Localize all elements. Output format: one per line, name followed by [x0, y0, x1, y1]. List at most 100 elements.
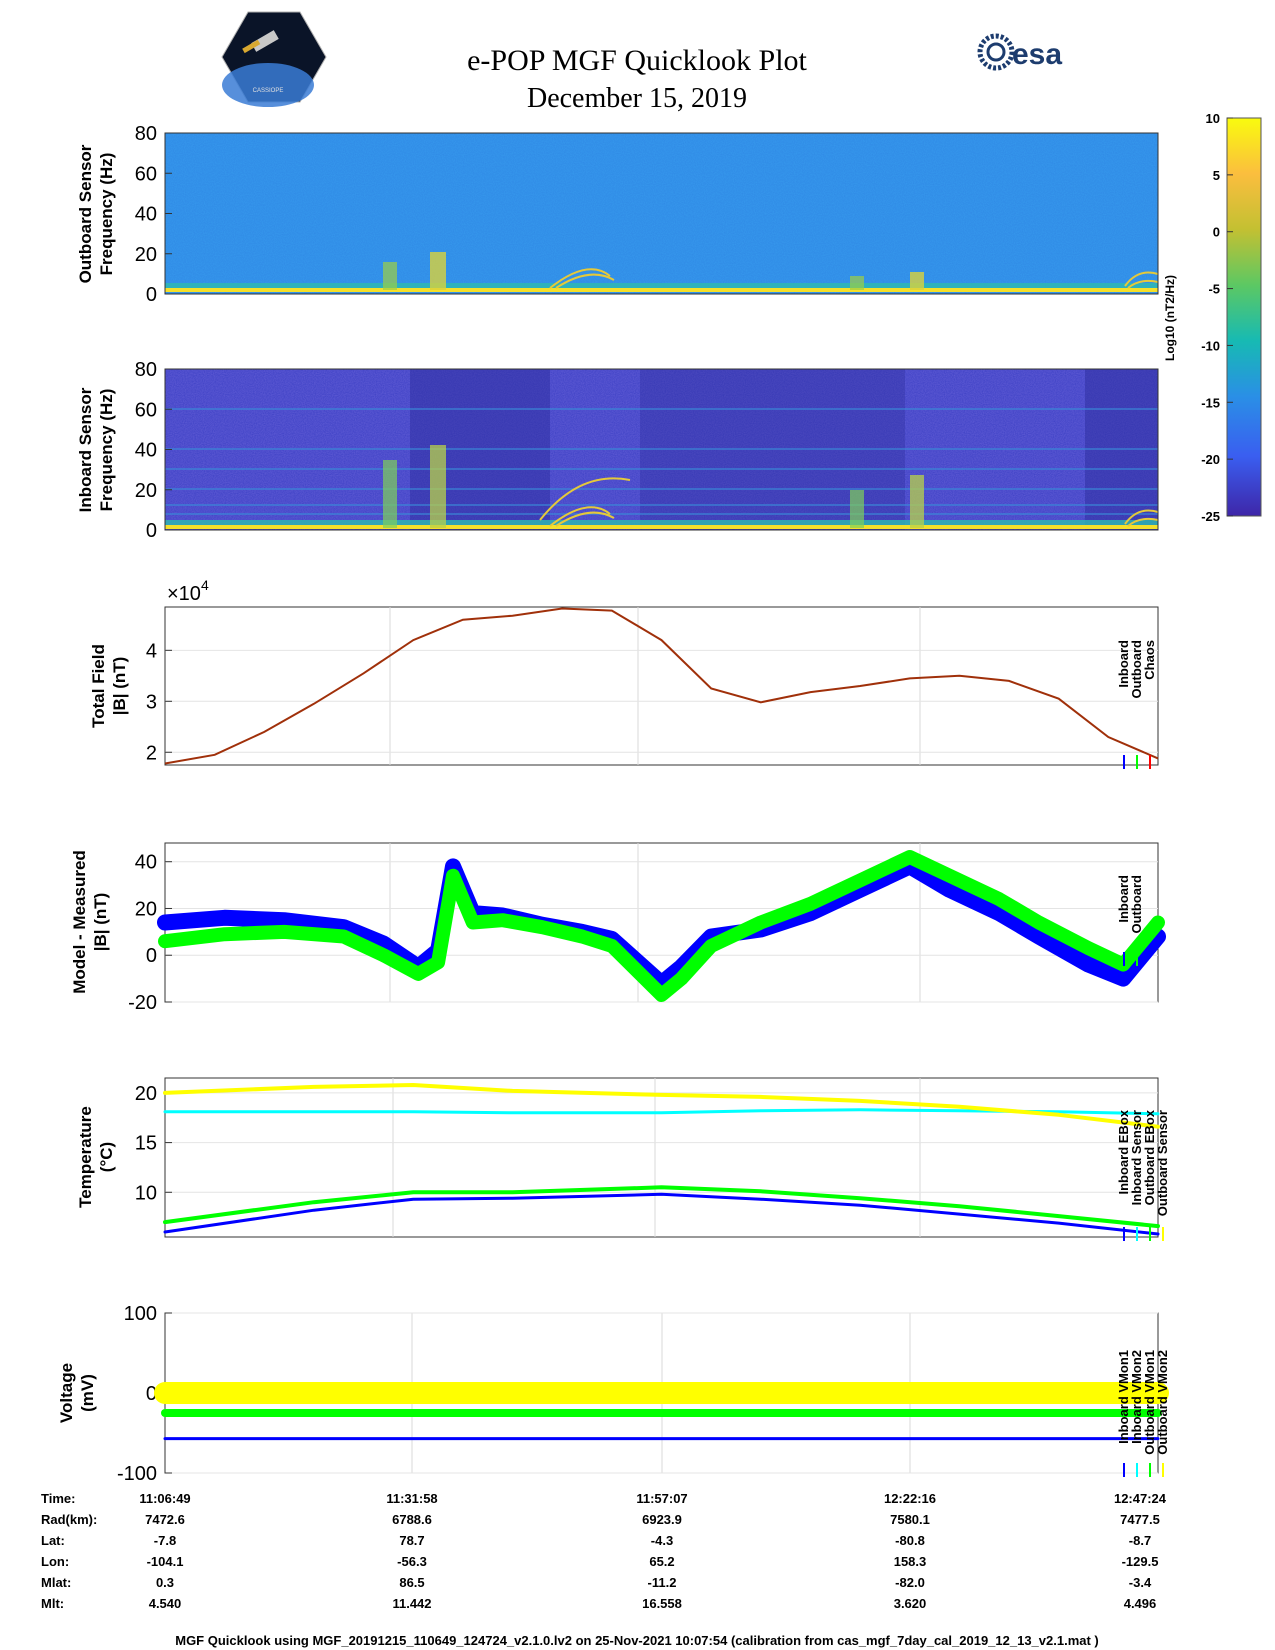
legend-label: Outboard	[1129, 875, 1144, 934]
y-axis-label-line1: Inboard Sensor	[76, 387, 95, 512]
y-axis-label-line1: Total Field	[89, 644, 108, 728]
temperature-ylabel: Temperature (°C)	[76, 1106, 116, 1208]
voltage-y-ticks: 100 0 -100	[117, 1303, 172, 1485]
outboard-arc	[1124, 271, 1159, 289]
legend-label: Chaos	[1142, 640, 1157, 680]
ephemeris-value: 11:06:49	[139, 1491, 190, 1506]
total-field-ylabel: Total Field |B| (nT)	[89, 644, 129, 728]
ephemeris-value: 158.3	[894, 1554, 927, 1569]
ephemeris-value: -82.0	[895, 1575, 925, 1590]
page-date: December 15, 2019	[527, 83, 747, 114]
ephemeris-value: 65.2	[649, 1554, 674, 1569]
y-axis-label-line1: Outboard Sensor	[76, 144, 95, 283]
y-tick-label: 20	[135, 1083, 157, 1105]
inboard-harmonic-lines	[165, 408, 1158, 515]
y-tick-label: 100	[124, 1303, 157, 1325]
y-axis-label-line2: Frequency (Hz)	[97, 153, 116, 276]
ephemeris-value: 86.5	[399, 1575, 424, 1590]
ephemeris-row-label: Rad(km):	[41, 1512, 97, 1527]
y-tick-label: 20	[135, 898, 157, 920]
y-tick-label: 80	[135, 359, 157, 381]
colorbar-tick-label: 5	[1213, 168, 1220, 183]
temperature-series-inboard-ebox	[163, 1192, 1160, 1236]
ephemeris-value: 12:22:16	[884, 1491, 936, 1506]
model-measured-y-ticks: 40 20 0 -20	[128, 852, 172, 1014]
temperature-plot	[163, 1083, 1160, 1236]
legend-label: Inboard Sensor	[1129, 1110, 1144, 1205]
y-tick-label: 0	[146, 520, 157, 542]
total-field-multiplier: ×104	[167, 577, 209, 605]
colorbar: 10 5 0 -5 -10 -15 -20 -25 Log10 (nT2/Hz)	[1163, 111, 1262, 524]
y-tick-label: 40	[135, 204, 157, 226]
voltage-ylabel: Voltage (mV)	[57, 1363, 97, 1423]
outboard-low-band	[165, 283, 1158, 291]
legend-label: Inboard VMon2	[1129, 1350, 1144, 1444]
colorbar-tick-label: -15	[1201, 395, 1220, 410]
y-axis-label-line1: Voltage	[57, 1363, 76, 1423]
inboard-base-band	[165, 525, 1158, 529]
legend-label: Inboard	[1116, 875, 1131, 923]
voltage-panel: 100 0 -100 Voltage (mV) Inboard VMon1Inboa…	[57, 1303, 1170, 1485]
model-measured-panel: 40 20 0 -20 Model - Measured |B| (nT) Inboa…	[70, 842, 1166, 1014]
ephemeris-value: 0.3	[156, 1575, 174, 1590]
ephemeris-value: 11.442	[392, 1596, 431, 1611]
legend-label: Outboard	[1129, 640, 1144, 699]
ephemeris-value: -4.3	[651, 1533, 673, 1548]
ephemeris-value: 3.620	[894, 1596, 927, 1611]
y-tick-label: 40	[135, 440, 157, 462]
y-tick-label: 40	[135, 852, 157, 874]
inboard-spectrogram-y-ticks: 80 60 40 20 0	[135, 359, 172, 542]
y-tick-label: 60	[135, 399, 157, 421]
temperature-panel: 20 15 10 Temperature (°C) Inboard EBoxInbo…	[76, 1077, 1170, 1241]
ephemeris-value: 7580.1	[890, 1512, 930, 1527]
y-axis-label-line2: |B| (nT)	[91, 893, 110, 952]
legend-label: Outboard Sensor	[1155, 1110, 1170, 1216]
ephemeris-value: 4.496	[1124, 1596, 1157, 1611]
colorbar-tick-label: -20	[1201, 452, 1220, 467]
ephemeris-row-label: Time:	[41, 1491, 75, 1506]
model-measured-ylabel: Model - Measured |B| (nT)	[70, 850, 110, 994]
y-tick-label: 4	[146, 640, 157, 662]
y-axis-label-line1: Temperature	[76, 1106, 95, 1208]
inboard-arc	[539, 477, 631, 527]
y-tick-label: 0	[146, 284, 157, 306]
y-axis-label-line2: (°C)	[97, 1142, 116, 1172]
colorbar-ticks: 10 5 0 -5 -10 -15 -20 -25	[1201, 111, 1233, 524]
y-tick-label: 20	[135, 480, 157, 502]
ephemeris-row-label: Mlt:	[41, 1596, 64, 1611]
ephemeris-value: -11.2	[648, 1575, 677, 1590]
colorbar-tick-label: 0	[1213, 225, 1220, 240]
legend-label: Outboard EBox	[1142, 1109, 1157, 1205]
ephemeris-value: 4.540	[149, 1596, 182, 1611]
colorbar-tick-label: -25	[1201, 509, 1220, 524]
inboard-arc	[1124, 509, 1159, 527]
colorbar-label: Log10 (nT2/Hz)	[1163, 275, 1177, 361]
inboard-burst	[850, 490, 864, 528]
y-tick-label: 20	[135, 244, 157, 266]
total-field-panel: 4 3 2 ×104 Total Field |B| (nT) InboardOut…	[89, 577, 1159, 769]
y-tick-label: 0	[146, 1383, 157, 1405]
y-tick-label: 2	[146, 742, 157, 764]
legend-label: Outboard VMon1	[1142, 1350, 1157, 1455]
cassiope-logo: CASSIOPE	[221, 11, 327, 107]
temperature-y-ticks: 20 15 10	[135, 1083, 172, 1204]
total-field-frame	[164, 606, 1159, 766]
y-tick-label: -100	[117, 1463, 157, 1485]
outboard-spectrogram-y-ticks: 80 60 40 20 0	[135, 123, 172, 306]
total-field-plot	[164, 607, 1159, 765]
inboard-burst	[910, 475, 924, 528]
temperature-series-outboard-ebox	[163, 1185, 1160, 1229]
y-tick-label: 15	[135, 1133, 157, 1155]
ephemeris-row-label: Lat:	[41, 1533, 65, 1548]
temperature-series-outboard-sensor	[163, 1083, 1160, 1129]
footer-note: MGF Quicklook using MGF_20191215_110649_…	[175, 1633, 1099, 1648]
outboard-spectrogram-panel: 80 60 40 20 0 Outboard Sensor Frequency (Hz)	[76, 123, 1159, 306]
outboard-arc	[549, 268, 615, 289]
ephemeris-value: 16.558	[642, 1596, 682, 1611]
outboard-spectrogram-ylabel: Outboard Sensor Frequency (Hz)	[76, 144, 116, 283]
y-axis-label-line2: Frequency (Hz)	[97, 389, 116, 512]
outboard-base-band	[165, 288, 1158, 292]
esa-logo-text: esa	[1012, 38, 1062, 71]
